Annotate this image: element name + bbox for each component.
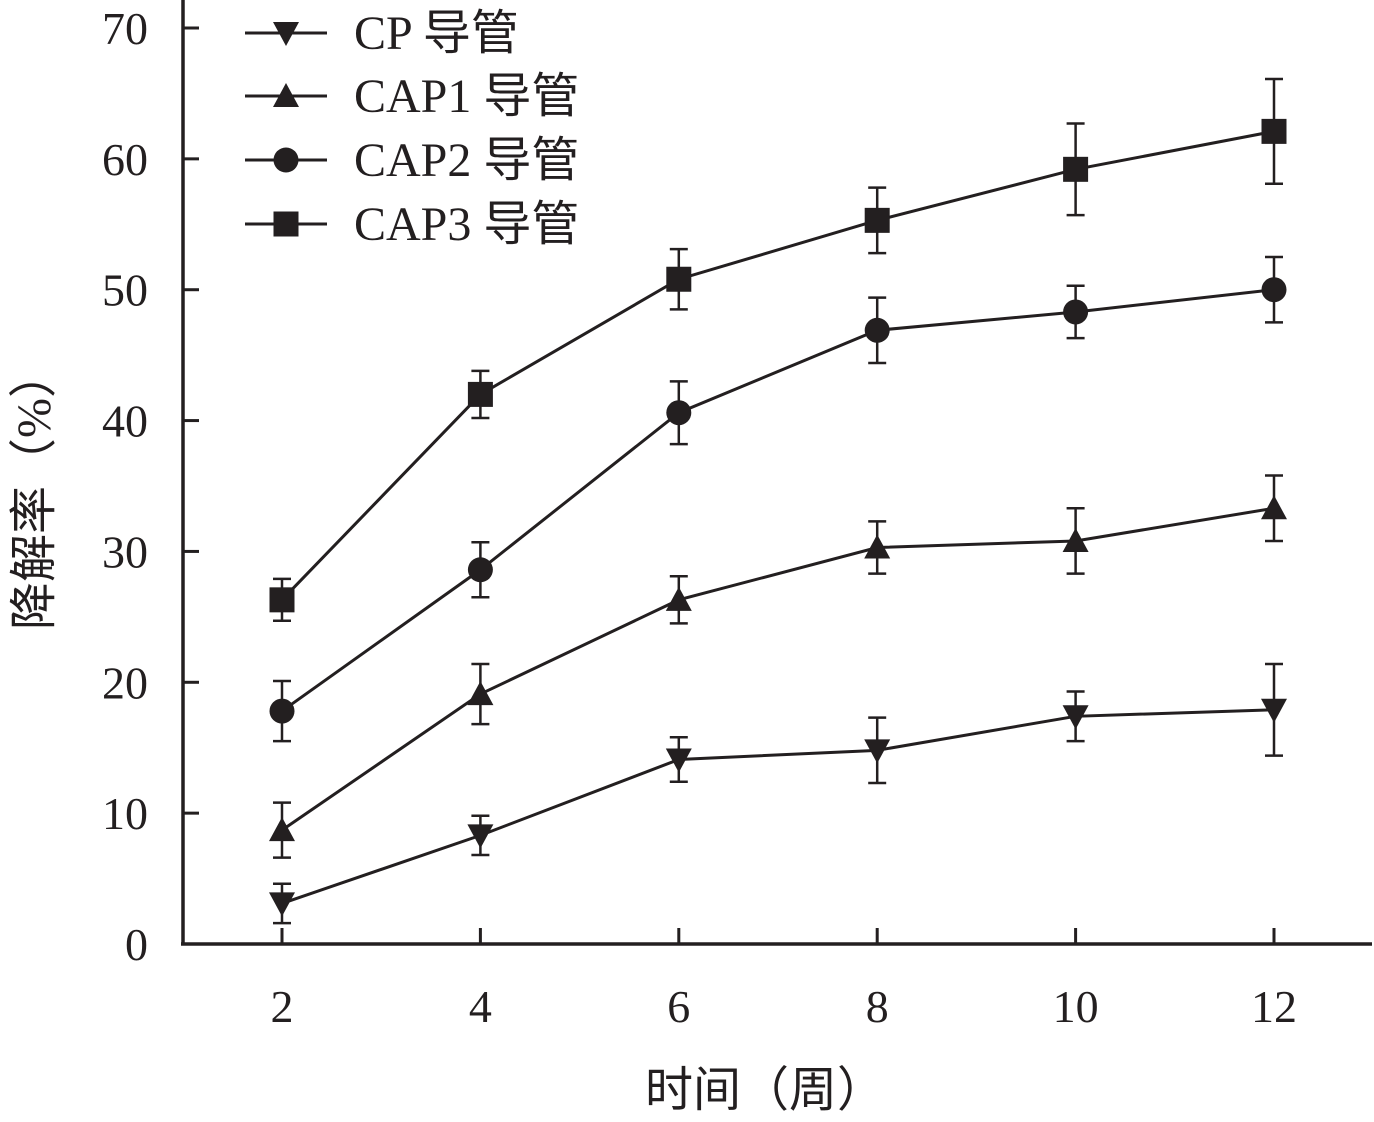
data-point-marker [269, 698, 295, 724]
axes: 0 10 20 30 40 50 60 70 2 4 6 8 10 12 [102, 0, 1372, 1032]
data-point-marker [269, 817, 295, 842]
y-axis-title: 降解率（%） [8, 350, 61, 630]
x-tick-label: 10 [1053, 981, 1099, 1032]
y-tick-label: 50 [102, 265, 148, 316]
data-point-marker [1063, 156, 1089, 182]
y-tick-label: 70 [102, 3, 148, 54]
series-line [281, 708, 1275, 905]
data-point-marker [665, 586, 692, 611]
data-point-marker [665, 748, 692, 773]
y-tick-label: 30 [102, 526, 148, 577]
y-tick-label: 20 [102, 657, 148, 708]
series-4 [269, 77, 1287, 623]
data-point-marker [269, 587, 295, 613]
data-point-marker [1261, 277, 1287, 303]
x-tick-label: 6 [667, 981, 690, 1032]
y-tick-label: 10 [102, 788, 148, 839]
series-3 [269, 255, 1287, 743]
x-tick-label: 4 [469, 981, 492, 1032]
legend-entry-3: CAP2 导管 [245, 134, 579, 187]
data-point-marker [1261, 698, 1287, 723]
data-point-marker [1062, 527, 1089, 552]
series-1 [269, 662, 1287, 925]
legend-marker [273, 83, 299, 107]
series-line [281, 288, 1275, 713]
data-point-marker [864, 207, 890, 233]
legend-label: CAP2 导管 [354, 134, 579, 187]
y-tick-label: 60 [102, 134, 148, 185]
legend-marker [273, 22, 299, 46]
data-point-marker [1261, 118, 1287, 144]
legend-entry-2: CAP1 导管 [245, 70, 579, 123]
legend-entry-1: CP 导管 [245, 7, 519, 60]
legend-label: CAP3 导管 [354, 198, 579, 251]
data-point-marker [467, 557, 493, 583]
legend-entry-4: CAP3 导管 [245, 198, 579, 251]
y-tick-label: 0 [125, 919, 148, 970]
data-point-marker [467, 381, 493, 407]
data-point-marker [467, 681, 494, 706]
data-point-marker [864, 534, 891, 559]
data-point-marker [864, 317, 890, 343]
series-line [280, 129, 1275, 601]
series-2 [269, 474, 1287, 859]
series-layer [269, 77, 1287, 925]
y-tick-label: 40 [102, 396, 148, 447]
series-line [281, 506, 1275, 832]
legend-marker [273, 147, 299, 173]
x-tick-label: 8 [866, 981, 889, 1032]
data-point-marker [1062, 705, 1089, 730]
data-point-marker [1261, 495, 1287, 520]
legend-label: CAP1 导管 [354, 70, 579, 123]
legend-marker [273, 211, 299, 237]
x-tick-label: 12 [1251, 981, 1297, 1032]
data-point-marker [1063, 299, 1089, 325]
data-point-marker [666, 266, 692, 292]
data-point-marker [467, 824, 494, 849]
legend: CP 导管 CAP1 导管 CAP2 导管 CAP3 导管 [245, 7, 579, 251]
data-point-marker [269, 892, 295, 917]
x-axis-title: 时间（周） [645, 1064, 885, 1117]
data-point-marker [864, 739, 891, 764]
data-point-marker [666, 400, 692, 426]
legend-label: CP 导管 [354, 7, 519, 60]
x-tick-label: 2 [271, 981, 294, 1032]
